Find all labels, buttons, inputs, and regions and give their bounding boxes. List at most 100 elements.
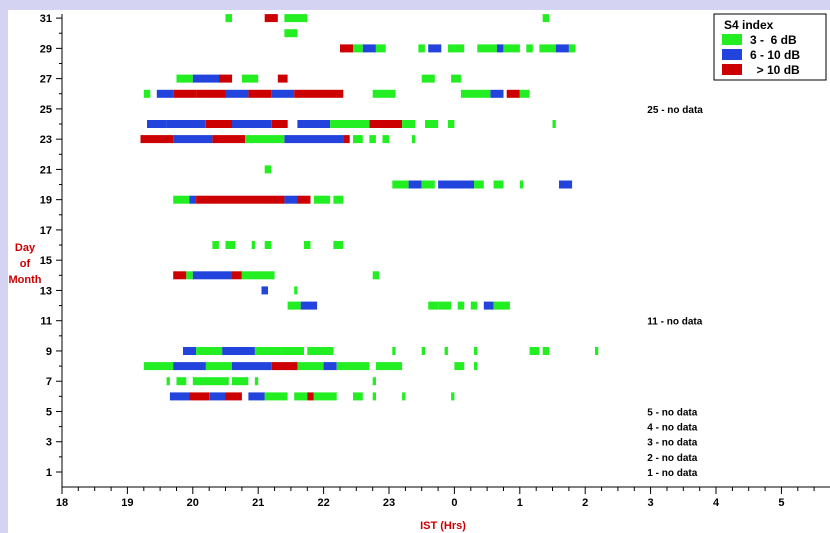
y-tick-label-1: 1	[46, 467, 52, 479]
y-axis-title-line-1: Day	[15, 242, 36, 254]
segment-day-12-97	[470, 301, 478, 310]
segment-day-30-4	[284, 29, 298, 38]
y-axis-title-line-2: of	[20, 258, 31, 270]
y-tick-label-27: 27	[40, 74, 52, 86]
segment-day-20-70	[559, 180, 573, 189]
segment-day-7-129	[372, 377, 376, 386]
segment-day-8-117	[271, 362, 298, 371]
segment-day-29-19	[568, 44, 576, 53]
segment-day-16-81	[264, 241, 272, 249]
segment-day-27-20	[176, 74, 193, 83]
segment-day-14-84	[173, 271, 187, 280]
segment-day-6-136	[294, 392, 308, 401]
segment-day-16-79	[225, 241, 236, 249]
segment-day-24-41	[166, 120, 206, 128]
segment-day-24-45	[297, 120, 331, 128]
segment-day-14-87	[232, 271, 242, 280]
segment-day-14-89	[372, 271, 380, 280]
segment-day-29-11	[447, 44, 455, 53]
segment-day-31-1	[264, 14, 278, 23]
segment-day-14-85	[186, 271, 193, 280]
legend-label-gt10db: > 10 dB	[750, 63, 800, 77]
segment-day-20-63	[392, 180, 409, 189]
segment-day-8-123	[474, 362, 478, 371]
segment-day-20-66	[438, 180, 475, 189]
y-tick-label-7: 7	[46, 376, 52, 388]
segment-day-8-121	[375, 362, 403, 371]
segment-day-12-96	[457, 301, 465, 310]
segment-day-29-8	[375, 44, 386, 53]
segment-day-23-57	[343, 135, 350, 144]
x-tick-label-7: 1	[517, 497, 523, 509]
segment-day-29-7	[362, 44, 376, 53]
segment-day-6-140	[372, 392, 376, 401]
segment-day-31-3	[542, 14, 550, 23]
segment-day-16-83	[333, 241, 344, 249]
segment-day-8-113	[143, 362, 174, 371]
y-tick-label-5: 5	[46, 407, 52, 419]
segment-day-27-24	[277, 74, 288, 83]
segment-day-9-103	[254, 347, 282, 355]
segment-day-12-92	[287, 301, 301, 310]
segment-day-29-10	[428, 44, 442, 53]
x-tick-label-2: 20	[187, 497, 199, 509]
segment-day-7-124	[166, 377, 170, 386]
y-tick-label-23: 23	[40, 134, 52, 146]
segment-day-9-108	[444, 347, 448, 355]
segment-day-24-44	[271, 120, 288, 128]
no-data-note-day-1: 1 - no data	[647, 468, 697, 479]
segment-day-20-67	[474, 180, 484, 189]
segment-day-9-104	[281, 347, 304, 355]
segment-day-27-25	[421, 74, 435, 83]
segment-day-29-6	[353, 44, 363, 53]
segment-day-26-31	[225, 89, 249, 98]
segment-day-23-54	[212, 135, 246, 144]
y-tick-label-29: 29	[40, 43, 52, 55]
legend-label-6-10db: 6 - 10 dB	[750, 48, 800, 62]
segment-day-7-126	[192, 377, 229, 386]
legend-label-3-6db: 3 - 6 dB	[750, 33, 797, 47]
x-axis-title: IST (Hrs)	[420, 520, 466, 532]
segment-day-13-91	[294, 286, 298, 295]
segment-day-12-95	[438, 301, 452, 310]
segment-day-31-2	[284, 14, 308, 23]
segment-day-6-130	[169, 392, 190, 401]
segment-day-9-107	[421, 347, 425, 355]
segment-day-8-115	[205, 362, 233, 371]
segment-day-12-98	[483, 301, 494, 310]
segment-day-23-60	[382, 135, 389, 144]
segment-day-20-69	[519, 180, 524, 189]
segment-day-29-5	[340, 44, 354, 53]
segment-day-6-132	[209, 392, 226, 401]
segment-day-12-94	[428, 301, 438, 310]
segment-day-8-122	[454, 362, 465, 371]
segment-day-26-37	[490, 89, 504, 98]
segment-day-21-62	[264, 165, 272, 174]
y-tick-label-11: 11	[40, 316, 52, 328]
no-data-note-day-25: 25 - no data	[647, 105, 703, 116]
x-tick-label-4: 22	[317, 497, 329, 509]
segment-day-27-22	[219, 74, 233, 83]
segment-day-26-30	[196, 89, 226, 98]
segment-day-9-106	[392, 347, 396, 355]
segment-day-6-139	[353, 392, 363, 401]
y-tick-label-19: 19	[40, 195, 52, 207]
segment-day-6-142	[451, 392, 455, 401]
segment-day-6-134	[248, 392, 265, 401]
segment-day-26-36	[460, 89, 491, 98]
segment-day-29-14	[496, 44, 504, 53]
segment-day-6-135	[264, 392, 288, 401]
y-tick-label-25: 25	[40, 104, 52, 116]
segment-day-29-15	[503, 44, 520, 53]
segment-day-16-82	[304, 241, 311, 249]
segment-day-9-102	[222, 347, 255, 355]
no-data-note-day-5: 5 - no data	[647, 408, 697, 419]
segment-day-26-28	[156, 89, 174, 98]
x-tick-label-9: 3	[648, 497, 654, 509]
legend-swatch-gt10db	[722, 64, 742, 75]
segment-day-8-119	[323, 362, 337, 371]
plot-panel: 1 3 5 7 9 11 13 15 17 19 21 23 25 27 29 31 18 19 20 21 22 23 0…	[8, 10, 830, 533]
legend-title: S4 index	[724, 18, 774, 32]
segment-day-29-16	[526, 44, 533, 53]
